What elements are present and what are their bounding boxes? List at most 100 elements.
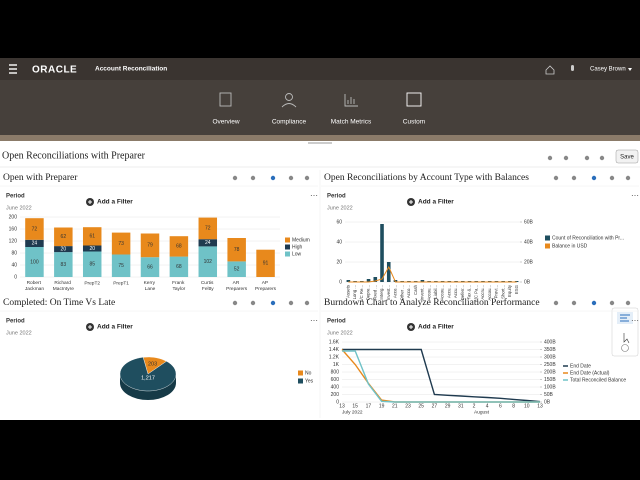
panel-icon[interactable] [609,175,615,181]
home-icon[interactable] [545,65,555,75]
nav-label[interactable]: Custom [403,119,425,126]
menu-icon[interactable] [9,64,17,74]
panel-icon[interactable] [250,175,256,181]
legend-label: Medium [292,237,310,243]
x-tick-label: Depre... [366,285,371,300]
panel-icon[interactable] [288,175,294,181]
nav-label[interactable]: Overview [212,119,239,126]
bar-segment [140,257,160,277]
add-filter[interactable]: Add a Filter [418,199,454,206]
y2-tick-label: 400B [544,339,556,345]
x-tick-label: 31 [458,403,464,409]
nav-label[interactable]: Compliance [272,119,307,126]
add-filter-plus [409,325,413,329]
x-tick-label: Other ... [399,285,404,301]
y-tick-label: 800 [331,369,340,375]
add-filter[interactable]: Add a Filter [97,199,133,206]
bar-segment [198,217,218,240]
decor-band [0,135,640,141]
panel-icon[interactable] [288,300,294,306]
bar [420,280,425,282]
panel-icon[interactable] [591,175,597,181]
x-tick-label: 23 [405,403,411,409]
filter-label: Period [6,194,25,200]
panel-icon[interactable] [609,300,615,306]
toolbar-icon[interactable] [584,155,590,161]
y-tick-label: 200 [9,214,18,220]
data-label: 72 [32,226,38,232]
panel-icon[interactable] [232,175,238,181]
x-tick-label: AP Preparers [255,280,277,292]
panel-icon[interactable] [304,175,310,181]
data-label: 203 [148,362,157,368]
panel-icon[interactable] [250,300,256,306]
nav-label[interactable]: Match Metrics [331,119,372,126]
custom-icon[interactable] [406,92,422,107]
x-tick-label: 13 [537,403,543,409]
panel-icon[interactable] [270,300,276,306]
save-label[interactable]: Save [620,155,634,161]
add-filter[interactable]: Add a Filter [418,324,454,331]
bar-segment [111,232,131,255]
overview-icon[interactable] [219,92,232,107]
data-label: 85 [89,262,95,268]
toolbar-button[interactable] [621,344,629,352]
y-tick-label: 0 [336,399,339,405]
y2-tick-label: 50B [544,392,554,398]
x-tick-label: PrepT1 [113,280,129,286]
legend-swatch [298,378,303,384]
more-menu[interactable]: ⋯ [310,191,318,200]
toolbar-icon[interactable] [563,155,569,161]
panel-icon[interactable] [571,300,577,306]
user-menu[interactable]: Casey Brown [590,67,626,73]
panel-icon[interactable] [625,300,631,306]
match-metrics-icon[interactable] [344,94,358,107]
y-tick-label: 400 [331,384,340,390]
bar-segment [227,261,246,277]
add-filter-plus [88,325,92,329]
save-button[interactable] [615,149,639,164]
add-filter[interactable]: Add a Filter [97,324,133,331]
x-tick-label: 8 [512,403,515,409]
more-menu[interactable]: ⋯ [310,316,318,325]
x-tick-label: Tax &... [467,285,472,299]
panel-icon[interactable] [232,300,238,306]
y2-tick-label: 150B [544,377,556,383]
bar-segment [198,246,218,277]
panel-icon[interactable] [591,300,597,306]
panel-title: Open with Preparer [3,173,78,183]
filter-value: June 2022 [327,205,353,211]
toolbar-icon[interactable] [547,155,553,161]
legend-swatch [285,244,290,250]
panel-icon[interactable] [304,300,310,306]
legend-swatch [285,251,290,257]
user-caret[interactable] [628,68,632,71]
x-tick-label: ESG [514,284,519,294]
data-label: 75 [118,263,124,269]
y-tick-label: 40 [336,239,342,245]
more-menu[interactable]: ⋯ [631,191,639,200]
panel-icon[interactable] [270,175,276,181]
more-menu[interactable]: ⋯ [631,316,639,325]
toolbar-icon[interactable] [599,155,605,161]
data-label: 20 [89,246,95,252]
bar-segment [111,254,131,277]
x-tick-label: Cash [413,284,418,295]
panel-icon[interactable] [553,175,559,181]
mic-icon[interactable] [571,65,574,71]
x-tick-label: 29 [445,403,451,409]
y-tick-label: 0 [339,279,342,285]
x-tick-label: Liabil... [433,285,438,299]
x-tick-label: Accru... [480,285,485,300]
y2-tick-label: 300B [544,354,556,360]
x-tick-label: Accou... [487,285,492,301]
filter-label: Period [327,319,346,325]
panel-icon[interactable] [571,175,577,181]
bar [346,280,351,282]
panel-icon[interactable] [553,300,559,306]
data-label: 102 [204,259,213,265]
data-label: 68 [176,244,182,250]
y-tick-label: 20 [336,259,342,265]
panel-icon[interactable] [625,175,631,181]
compliance-icon[interactable] [285,93,293,101]
